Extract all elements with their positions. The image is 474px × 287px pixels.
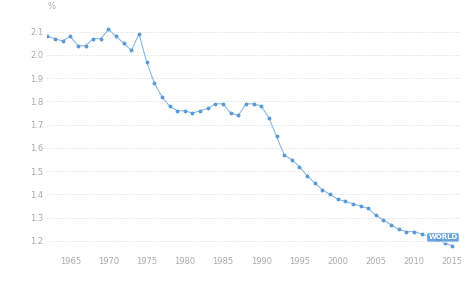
Text: WORLD: WORLD	[428, 234, 457, 241]
Text: %: %	[47, 2, 55, 11]
